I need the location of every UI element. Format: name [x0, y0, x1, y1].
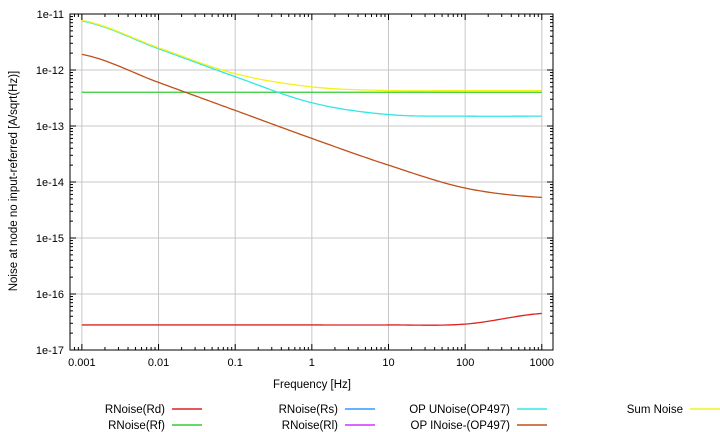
- legend-label-sum-noise: Sum Noise: [627, 404, 683, 416]
- y-tick-label: 1e-15: [36, 233, 64, 245]
- series-line-op-inoise-op497: [81, 53, 542, 199]
- legend-label-op-inoise-op497: OP INoise-(OP497): [411, 420, 511, 432]
- y-axis-ticks: 1e-17 1e-16 1e-15 1e-14 1e-13 1e-12 1e-11: [36, 9, 553, 357]
- x-tick-label: 1: [309, 357, 315, 369]
- x-tick-label: 100: [456, 357, 474, 369]
- x-tick-label: 10: [382, 357, 394, 369]
- y-tick-label: 1e-13: [36, 121, 64, 133]
- y-axis-label: Noise at node no input-referred [A/sqrt(…: [8, 71, 20, 292]
- y-tick-label: 1e-14: [36, 177, 64, 189]
- series-line-sum-noise: [81, 19, 542, 92]
- y-tick-label: 1e-12: [36, 65, 64, 77]
- x-tick-label: 0.001: [68, 357, 96, 369]
- x-tick-label: 1000: [530, 357, 554, 369]
- y-tick-label: 1e-11: [37, 9, 64, 21]
- legend-label-op-unoise-op497: OP UNoise(OP497): [409, 404, 510, 416]
- legend-label-rnoise-rf: RNoise(Rf): [108, 420, 165, 432]
- grid: [70, 13, 553, 351]
- y-tick-label: 1e-17: [36, 345, 64, 357]
- legend-label-rnoise-rs: RNoise(Rs): [279, 404, 339, 416]
- y-tick-label: 1e-16: [36, 289, 64, 301]
- x-axis-label: Frequency [Hz]: [273, 379, 351, 391]
- legend: RNoise(Rd) RNoise(Rf) RNoise(Rs) RNoise(Rl)…: [105, 404, 720, 432]
- legend-label-rnoise-rl: RNoise(Rl): [282, 420, 338, 432]
- x-tick-label: 0.01: [148, 357, 169, 369]
- series-lines: [81, 19, 542, 326]
- x-axis-ticks: 0.001 0.01 0.1 1 10 100 1000: [68, 14, 554, 369]
- legend-label-rnoise-rd: RNoise(Rd): [105, 404, 165, 416]
- series-line-rnoise-rd: [81, 312, 542, 326]
- series-line-op-unoise-op497: [81, 20, 542, 117]
- x-tick-label: 0.1: [228, 357, 243, 369]
